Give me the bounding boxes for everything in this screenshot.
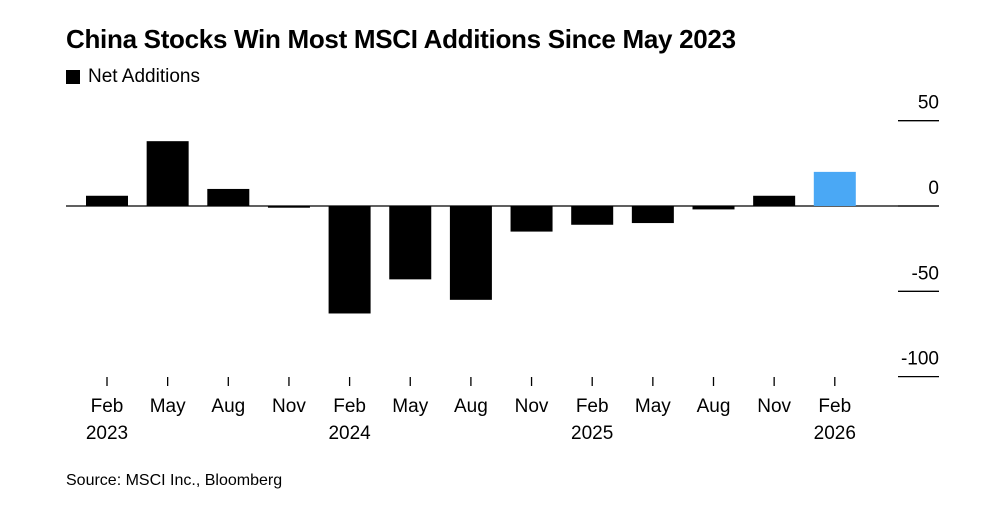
x-tick-month: Nov [515,396,549,417]
bar-may-2025 [631,206,674,224]
legend-label: Net Additions [88,66,200,87]
bar-nov-2023 [267,206,310,208]
bar-aug-2023 [207,188,250,206]
x-tick-year: 2024 [328,423,371,444]
legend-swatch [66,70,80,84]
x-tick-year: 2026 [814,423,856,444]
x-tick-month: Aug [697,396,731,417]
bar-feb-2025 [571,206,614,225]
bar-aug-2025 [692,206,735,210]
x-tick-month: Feb [818,396,851,417]
y-tick-label: 50 [918,93,939,114]
bar-nov-2025 [753,195,796,206]
x-tick-month: May [635,396,671,417]
bar-feb-2024 [328,206,371,314]
y-tick-label: -50 [912,263,939,284]
x-tick-year: 2025 [571,423,613,444]
y-tick-label: 0 [928,178,939,199]
bar-aug-2024 [449,206,492,300]
x-tick-month: May [150,396,186,417]
x-tick-month: Feb [91,396,124,417]
x-tick-month: May [392,396,428,417]
legend: Net Additions [66,66,200,88]
bar-nov-2024 [510,206,553,232]
source-note: Source: MSCI Inc., Bloomberg [66,472,283,489]
x-tick-month: Aug [454,396,488,417]
bar-feb-2023 [86,195,128,206]
x-tick-month: Aug [211,396,245,417]
x-tick-month: Nov [757,396,791,417]
bar-may-2023 [146,141,189,206]
x-tick-year: 2023 [86,423,128,444]
bar-feb-2026 [813,171,856,206]
chart-title: China Stocks Win Most MSCI Additions Sin… [66,24,736,54]
bar-may-2024 [389,206,432,280]
x-tick-month: Feb [333,396,366,417]
y-tick-label: -100 [901,349,939,370]
x-tick-month: Feb [576,396,609,417]
x-tick-month: Nov [272,396,306,417]
